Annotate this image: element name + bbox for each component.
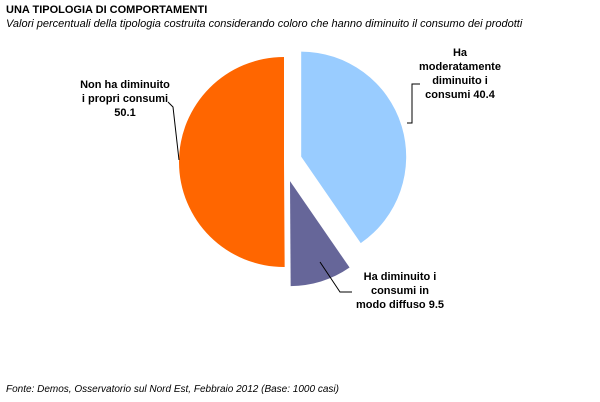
slice-label-line: diminuito i xyxy=(432,75,488,87)
slice-label-line: consumi in xyxy=(371,285,429,297)
chart-title: UNA TIPOLOGIA DI COMPORTAMENTI xyxy=(6,4,208,16)
slice-label-line: 50.1 xyxy=(114,107,135,119)
source-note: Fonte: Demos, Osservatorio sul Nord Est,… xyxy=(6,384,339,395)
chart-subtitle: Valori percentuali della tipologia costr… xyxy=(6,18,523,30)
slice-label-line: consumi 40.4 xyxy=(425,89,496,101)
leader-lines xyxy=(167,83,420,293)
pie-slice-2 xyxy=(178,57,285,267)
slice-label-line: modo diffuso 9.5 xyxy=(356,299,444,311)
slice-label-line: Ha xyxy=(453,47,468,59)
slice-label-line: Non ha diminuito xyxy=(80,79,170,91)
slice-labels: Ha moderatamente diminuito i consumi 40.4Ha… xyxy=(80,47,501,311)
slice-label-2: Non ha diminuito i propri consumi 50.1 xyxy=(80,79,170,119)
slice-label-line: moderatamente xyxy=(419,61,501,73)
pie-slice-0 xyxy=(301,51,407,244)
leader-line-0 xyxy=(407,83,420,124)
slice-label-line: Ha diminuito i xyxy=(364,271,437,283)
slice-label-line: i propri consumi xyxy=(82,93,168,105)
slice-label-0: Ha moderatamente diminuito i consumi 40.4 xyxy=(419,47,501,101)
slice-label-1: Ha diminuito i consumi in modo diffuso 9.5 xyxy=(356,271,444,311)
pie-slices xyxy=(178,51,407,287)
leader-line-1 xyxy=(319,261,352,293)
leader-line-2 xyxy=(167,101,180,161)
pie-slice-1 xyxy=(290,181,350,287)
